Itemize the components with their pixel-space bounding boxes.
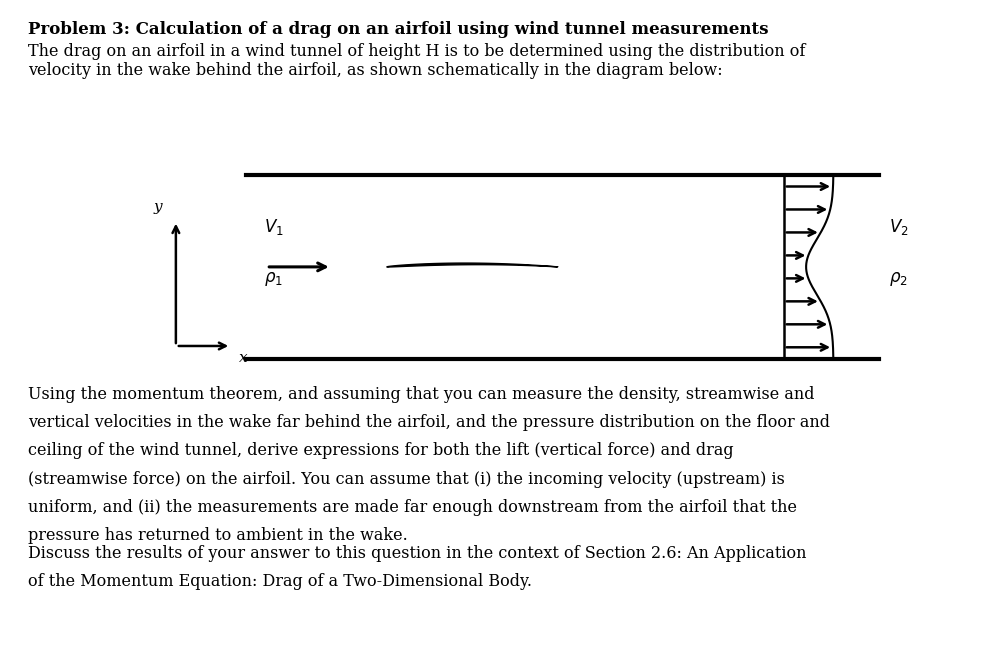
- Text: Discuss the results of your answer to this question in the context of Section 2.: Discuss the results of your answer to th…: [28, 545, 807, 562]
- Text: of the Momentum Equation: Drag of a Two-Dimensional Body.: of the Momentum Equation: Drag of a Two-…: [28, 573, 532, 590]
- Text: Problem 3: Calculation of a drag on an airfoil using wind tunnel measurements: Problem 3: Calculation of a drag on an a…: [28, 21, 769, 38]
- Text: x: x: [239, 351, 248, 365]
- Text: vertical velocities in the wake far behind the airfoil, and the pressure distrib: vertical velocities in the wake far behi…: [28, 414, 830, 431]
- Text: $V_2$: $V_2$: [889, 217, 910, 237]
- Text: $\rho_2$: $\rho_2$: [889, 270, 909, 288]
- Text: Using the momentum theorem, and assuming that you can measure the density, strea: Using the momentum theorem, and assuming…: [28, 386, 815, 403]
- Text: ceiling of the wind tunnel, derive expressions for both the lift (vertical force: ceiling of the wind tunnel, derive expre…: [28, 442, 734, 459]
- Text: velocity in the wake behind the airfoil, as shown schematically in the diagram b: velocity in the wake behind the airfoil,…: [28, 62, 723, 79]
- Text: pressure has returned to ambient in the wake.: pressure has returned to ambient in the …: [28, 527, 408, 544]
- Text: $\rho_1$: $\rho_1$: [264, 270, 283, 288]
- Text: uniform, and (ii) the measurements are made far enough downstream from the airfo: uniform, and (ii) the measurements are m…: [28, 499, 797, 516]
- Polygon shape: [387, 263, 558, 267]
- Text: The drag on an airfoil in a wind tunnel of height H is to be determined using th: The drag on an airfoil in a wind tunnel …: [28, 43, 806, 61]
- Text: y: y: [154, 200, 162, 214]
- Text: $V_1$: $V_1$: [264, 217, 284, 237]
- Text: (streamwise force) on the airfoil. You can assume that (i) the incoming velocity: (streamwise force) on the airfoil. You c…: [28, 471, 785, 488]
